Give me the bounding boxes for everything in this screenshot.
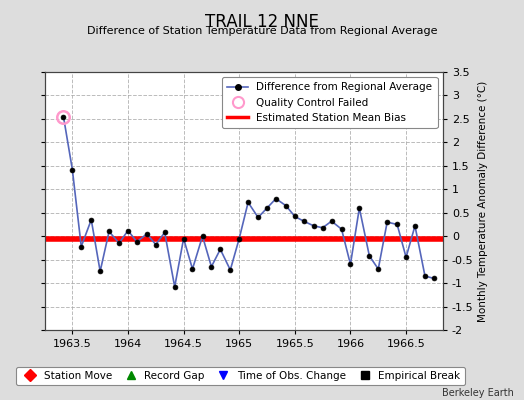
Y-axis label: Monthly Temperature Anomaly Difference (°C): Monthly Temperature Anomaly Difference (… [477, 80, 488, 322]
Legend: Difference from Regional Average, Quality Control Failed, Estimated Station Mean: Difference from Regional Average, Qualit… [222, 77, 438, 128]
Legend: Station Move, Record Gap, Time of Obs. Change, Empirical Break: Station Move, Record Gap, Time of Obs. C… [16, 367, 465, 385]
Text: Berkeley Earth: Berkeley Earth [442, 388, 514, 398]
Text: Difference of Station Temperature Data from Regional Average: Difference of Station Temperature Data f… [87, 26, 437, 36]
Text: TRAIL 12 NNE: TRAIL 12 NNE [205, 13, 319, 31]
